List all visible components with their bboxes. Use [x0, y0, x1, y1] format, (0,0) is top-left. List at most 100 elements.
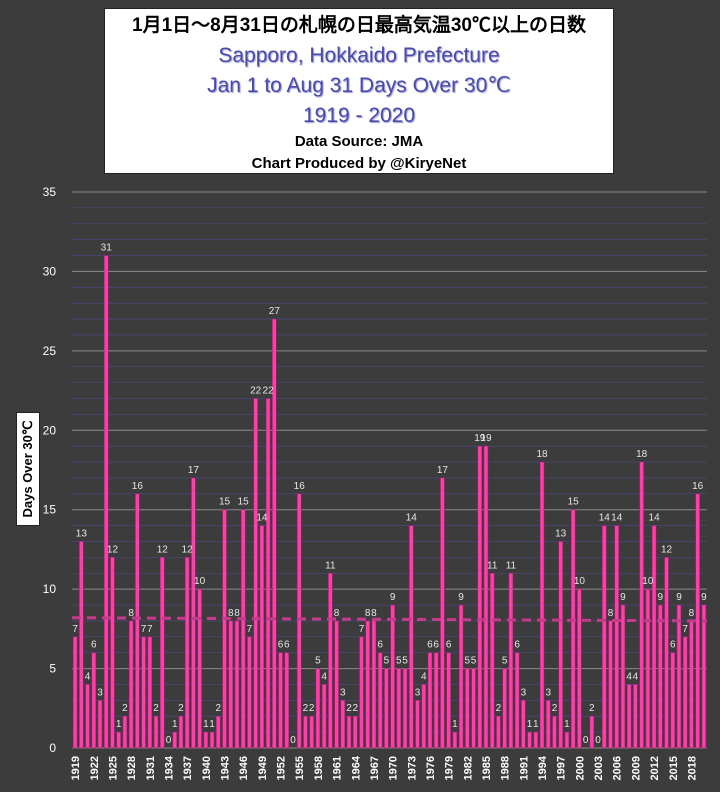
- bar: [477, 445, 482, 749]
- y-tick-label: 35: [43, 185, 57, 199]
- bar: [359, 636, 364, 749]
- data-label: 6: [427, 640, 433, 651]
- data-label: 4: [626, 671, 632, 682]
- data-label: 15: [568, 497, 580, 508]
- data-label: 6: [278, 640, 284, 651]
- x-tick-label: 1952: [276, 756, 288, 780]
- data-label: 1: [452, 719, 458, 730]
- data-label: 1: [527, 719, 533, 730]
- data-label: 2: [352, 703, 358, 714]
- bar: [409, 525, 414, 749]
- data-label: 7: [359, 624, 365, 635]
- data-label: 5: [384, 656, 390, 667]
- data-label: 1: [209, 719, 215, 730]
- x-tick-label: 2012: [649, 756, 661, 780]
- bar: [589, 715, 595, 749]
- bar: [328, 573, 333, 749]
- bar: [297, 493, 302, 749]
- bar: [676, 604, 682, 749]
- bar: [141, 636, 146, 749]
- data-label: 0: [290, 735, 296, 746]
- y-tick-label: 10: [43, 582, 57, 596]
- bar: [247, 636, 252, 749]
- data-label: 4: [85, 671, 91, 682]
- data-label: 0: [595, 735, 601, 746]
- x-tick-label: 1958: [313, 756, 325, 780]
- data-label: 1: [564, 719, 570, 730]
- data-label: 5: [465, 656, 471, 667]
- x-tick-label: 1964: [350, 755, 362, 780]
- x-tick-label: 1931: [145, 756, 157, 780]
- bar: [402, 668, 408, 749]
- y-tick-label: 25: [43, 344, 57, 358]
- data-label: 31: [101, 243, 113, 254]
- data-label: 2: [178, 703, 184, 714]
- x-tick-label: 1937: [182, 756, 194, 780]
- bar: [552, 715, 557, 749]
- x-tick-label: 1991: [518, 756, 530, 780]
- bar: [116, 731, 121, 749]
- data-label: 1: [172, 719, 178, 730]
- bar: [371, 620, 377, 749]
- bar: [521, 700, 526, 749]
- bar: [527, 731, 532, 749]
- data-label: 11: [325, 560, 336, 571]
- x-tick-label: 1967: [369, 756, 381, 780]
- bar: [514, 652, 520, 749]
- bar: [558, 541, 563, 749]
- bar: [539, 461, 545, 749]
- data-label: 1: [203, 719, 209, 730]
- data-label: 10: [574, 576, 586, 587]
- bar: [471, 668, 476, 749]
- bar: [284, 652, 289, 749]
- data-label: 7: [247, 624, 253, 635]
- bar: [315, 668, 321, 749]
- data-label: 9: [390, 592, 396, 603]
- x-tick-label: 2003: [593, 756, 605, 780]
- data-label: 12: [661, 544, 673, 555]
- bar: [570, 509, 576, 749]
- x-tick-label: 1988: [500, 756, 512, 780]
- x-tick-label: 1940: [201, 756, 213, 780]
- bar: [197, 588, 202, 749]
- x-tick-label: 1943: [220, 756, 232, 780]
- bar: [184, 557, 190, 749]
- data-label: 5: [502, 656, 508, 667]
- bar: [546, 700, 551, 749]
- data-label: 5: [315, 656, 321, 667]
- data-label: 18: [536, 449, 548, 460]
- bar: [427, 652, 433, 749]
- y-tick-label: 30: [43, 264, 57, 278]
- bar: [191, 477, 196, 749]
- data-label: 17: [437, 465, 449, 476]
- data-label: 6: [377, 640, 383, 651]
- bar: [104, 255, 109, 749]
- bar: [658, 604, 663, 749]
- data-label: 7: [147, 624, 153, 635]
- data-label: 14: [406, 513, 418, 524]
- chart-credit: Chart Produced by @KiryeNet: [251, 155, 467, 172]
- chart-title-box: 1月1日～8月31日の札幌の日最高気温30℃以上の日数 Sapporo, Hok…: [104, 8, 614, 174]
- bar: [645, 588, 651, 749]
- bar: [564, 731, 570, 749]
- data-label: 9: [620, 592, 626, 603]
- data-label: 7: [72, 624, 78, 635]
- data-label: 14: [611, 513, 623, 524]
- bar: [228, 620, 233, 749]
- y-tick-label: 0: [49, 741, 56, 755]
- data-label: 12: [157, 544, 169, 555]
- data-label: 2: [216, 703, 222, 714]
- x-tick-label: 2006: [612, 756, 624, 780]
- data-label: 6: [446, 640, 452, 651]
- bar: [160, 557, 165, 749]
- x-tick-label: 1922: [89, 756, 101, 780]
- data-label: 3: [340, 687, 346, 698]
- data-label: 18: [636, 449, 648, 460]
- data-label: 5: [471, 656, 477, 667]
- y-axis-label-box: Days Over 30℃: [16, 412, 40, 526]
- trend-line: [71, 616, 708, 623]
- bar: [458, 604, 464, 749]
- data-label: 9: [676, 592, 682, 603]
- data-label: 8: [234, 608, 240, 619]
